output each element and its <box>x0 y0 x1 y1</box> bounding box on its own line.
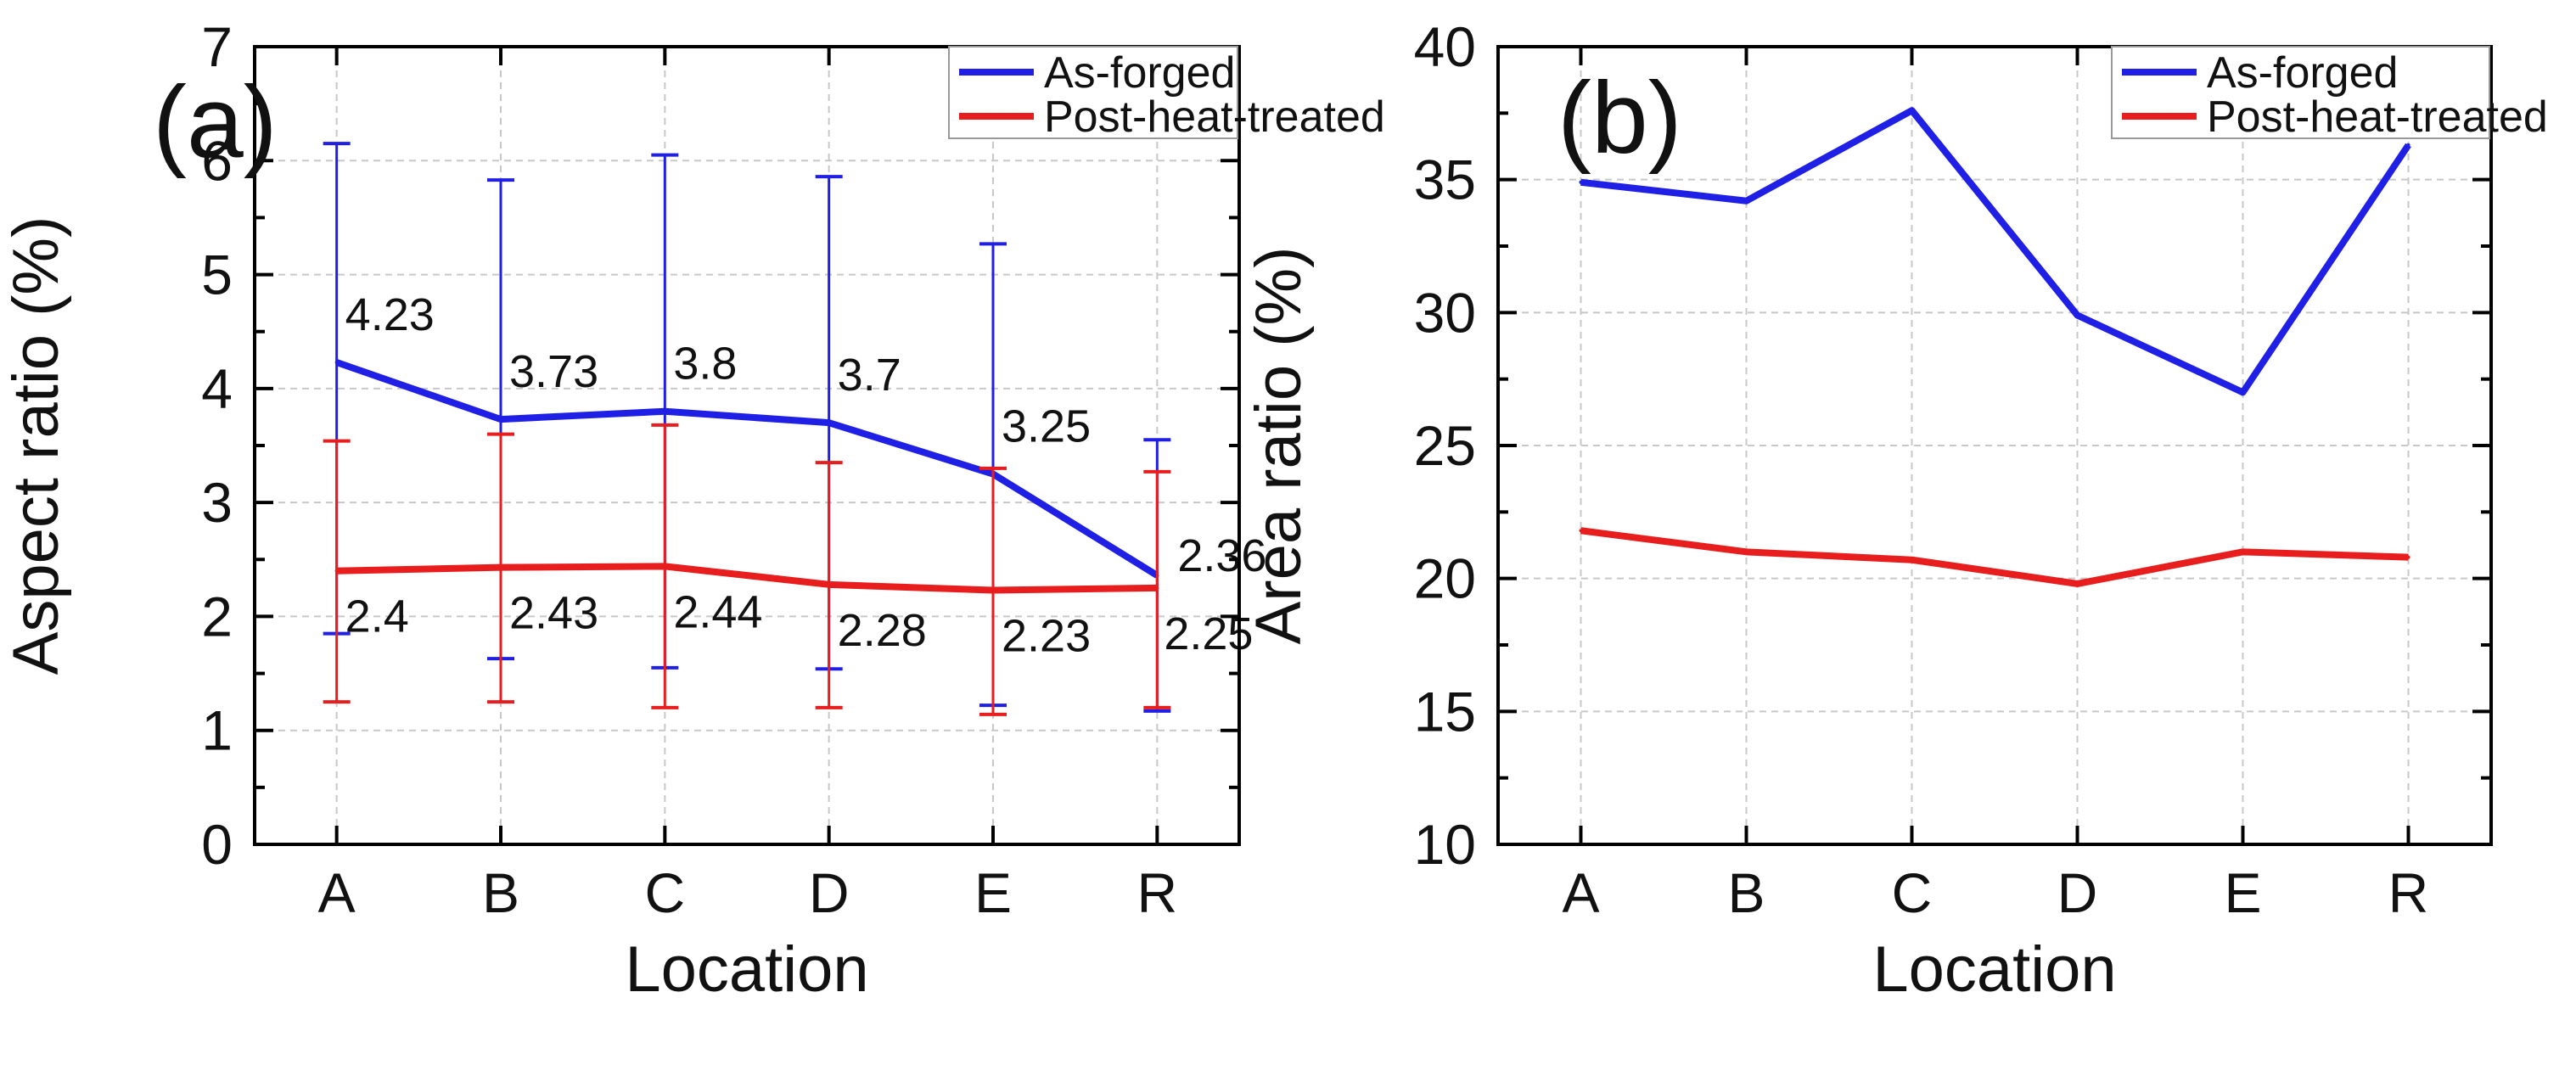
data-point <box>991 588 995 592</box>
data-point <box>2406 143 2410 147</box>
data-label: 3.25 <box>1002 401 1091 452</box>
data-point <box>1579 180 1583 184</box>
y-tick-label: 6 <box>201 129 233 192</box>
y-tick-label: 2 <box>201 585 233 647</box>
y-tick-label: 25 <box>1414 414 1476 477</box>
x-tick-label: C <box>1892 861 1933 924</box>
y-tick-label: 0 <box>201 813 233 876</box>
series-line-as-forged <box>335 359 1159 579</box>
y-tick-label: 40 <box>1414 15 1476 78</box>
series-line-as-forged <box>1580 107 2411 396</box>
x-tick-label: A <box>318 861 356 924</box>
data-point <box>334 569 339 573</box>
legend-label: Post-heat-treated <box>2207 92 2548 142</box>
x-axis-label-b: Location <box>1872 933 2116 1006</box>
y-axis-label-a: Aspect ratio (%) <box>0 216 72 675</box>
data-point <box>1744 199 1748 203</box>
data-point <box>827 582 831 586</box>
data-label: 2.28 <box>838 605 927 656</box>
y-tick-label: 30 <box>1414 281 1476 344</box>
legend-label: As-forged <box>1044 48 1235 98</box>
panel-label-a: (a) <box>153 65 278 179</box>
data-point <box>2241 390 2245 395</box>
y-tick-label: 3 <box>201 471 233 534</box>
data-label: 2.36 <box>1177 530 1266 581</box>
data-point <box>2241 550 2245 554</box>
data-point <box>827 421 831 425</box>
x-tick-label: A <box>1562 861 1599 924</box>
data-label: 2.23 <box>1002 611 1091 662</box>
plot-frame-a <box>253 45 1241 846</box>
y-tick-label: 15 <box>1414 680 1476 743</box>
data-label: 3.73 <box>509 346 598 397</box>
data-point <box>334 360 339 364</box>
series-line-post-heat-treated <box>336 563 1158 594</box>
data-point <box>1910 109 1914 113</box>
x-tick-label: D <box>809 861 850 924</box>
x-tick-label: B <box>1727 861 1765 924</box>
y-tick-label: 1 <box>201 699 233 762</box>
data-point <box>2075 313 2079 317</box>
data-point <box>663 564 667 569</box>
x-tick-label: R <box>1136 861 1177 924</box>
data-point <box>2075 581 2079 586</box>
legend-label: As-forged <box>2207 48 2398 98</box>
x-tick-label: D <box>2057 861 2098 924</box>
y-tick-label: 5 <box>201 244 233 306</box>
data-label: 3.7 <box>838 350 901 401</box>
legend-label: Post-heat-treated <box>1044 92 1385 142</box>
data-point <box>1155 586 1159 590</box>
y-tick-label: 7 <box>201 15 233 78</box>
y-tick-label: 35 <box>1414 149 1476 211</box>
legend-box <box>2111 46 2490 139</box>
y-tick-label: 10 <box>1414 813 1476 876</box>
panel-label-b: (b) <box>1557 61 1682 175</box>
chart-panel-a: 4.23 3.73 3.8 3.7 3.25 2.36 2.4 2.43 2.44 2.28 2.2… <box>0 15 1385 1006</box>
data-point <box>1579 529 1583 533</box>
data-point <box>2406 555 2410 559</box>
x-axis-label-a: Location <box>625 933 868 1006</box>
x-tick-label: E <box>2224 861 2261 924</box>
data-point <box>663 409 667 413</box>
series-line-post-heat-treated <box>1580 527 2409 587</box>
x-tick-label: R <box>2388 861 2429 924</box>
y-axis-label-b: Area ratio (%) <box>1243 247 1315 645</box>
data-point <box>1910 558 1914 562</box>
legend-box <box>948 46 1238 139</box>
data-label: 2.43 <box>509 588 598 639</box>
data-point <box>499 565 502 569</box>
data-label: 4.23 <box>345 289 435 340</box>
data-label: 2.4 <box>345 591 409 642</box>
y-tick-label: 4 <box>201 357 233 420</box>
data-point <box>1744 550 1748 554</box>
x-tick-label: B <box>482 861 519 924</box>
x-tick-label: C <box>644 861 685 924</box>
chart-panel-b: 10 15 20 25 30 35 40 A B C D E R (b) Location Area r… <box>1243 15 2548 1006</box>
y-tick-label: 20 <box>1414 547 1476 610</box>
data-label: 3.8 <box>673 339 737 390</box>
data-point <box>499 418 502 422</box>
x-tick-label: E <box>974 861 1012 924</box>
data-label: 2.44 <box>673 586 762 637</box>
